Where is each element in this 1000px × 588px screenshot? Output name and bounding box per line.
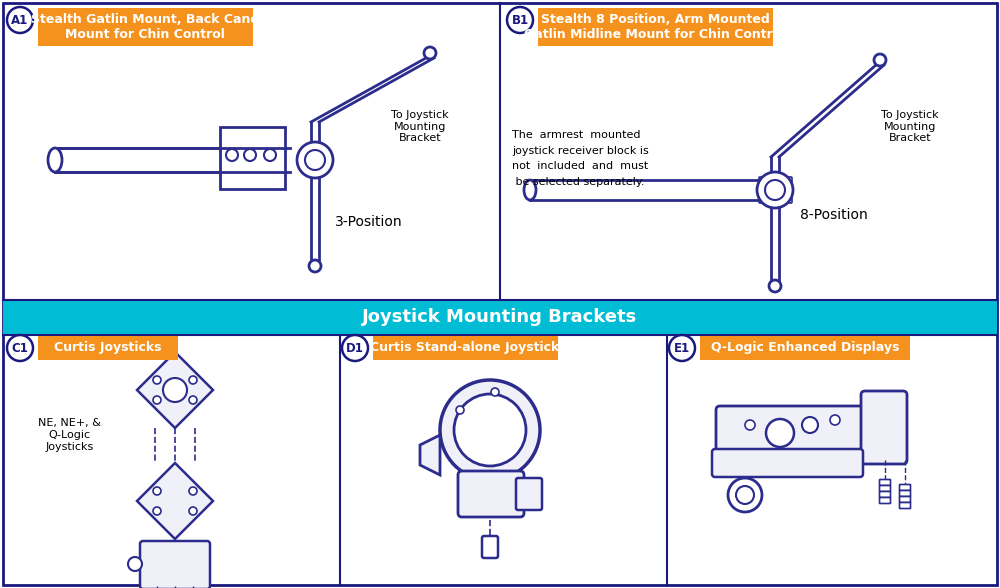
FancyBboxPatch shape: [140, 541, 210, 588]
FancyBboxPatch shape: [516, 478, 542, 510]
FancyBboxPatch shape: [712, 449, 863, 477]
FancyBboxPatch shape: [900, 485, 910, 490]
Circle shape: [736, 486, 754, 504]
FancyBboxPatch shape: [900, 490, 910, 496]
FancyBboxPatch shape: [861, 391, 907, 464]
FancyBboxPatch shape: [38, 8, 253, 46]
Circle shape: [189, 487, 197, 495]
Circle shape: [507, 7, 533, 33]
Circle shape: [728, 478, 762, 512]
Circle shape: [163, 378, 187, 402]
FancyBboxPatch shape: [880, 479, 891, 486]
Circle shape: [297, 142, 333, 178]
Circle shape: [153, 376, 161, 384]
Text: Stealth Gatlin Mount, Back Cane
Mount for Chin Control: Stealth Gatlin Mount, Back Cane Mount fo…: [31, 13, 259, 41]
Text: Q-Logic Enhanced Displays: Q-Logic Enhanced Displays: [711, 342, 899, 355]
Polygon shape: [137, 463, 213, 539]
FancyBboxPatch shape: [538, 8, 773, 46]
Circle shape: [830, 415, 840, 425]
Polygon shape: [420, 435, 440, 475]
FancyBboxPatch shape: [220, 127, 285, 189]
FancyBboxPatch shape: [38, 336, 178, 360]
Circle shape: [769, 280, 781, 292]
Circle shape: [874, 54, 886, 66]
Circle shape: [226, 149, 238, 161]
Text: B1: B1: [511, 14, 529, 26]
Circle shape: [342, 335, 368, 361]
FancyBboxPatch shape: [3, 3, 997, 585]
Text: Stealth 8 Position, Arm Mounted
Gatlin Midline Mount for Chin Control: Stealth 8 Position, Arm Mounted Gatlin M…: [524, 13, 786, 41]
Circle shape: [7, 7, 33, 33]
Circle shape: [491, 388, 499, 396]
FancyBboxPatch shape: [900, 496, 910, 503]
FancyBboxPatch shape: [482, 536, 498, 558]
FancyBboxPatch shape: [458, 471, 524, 517]
Text: 3-Position: 3-Position: [335, 215, 403, 229]
Circle shape: [669, 335, 695, 361]
FancyBboxPatch shape: [373, 336, 558, 360]
Text: 8-Position: 8-Position: [800, 208, 868, 222]
Circle shape: [264, 149, 276, 161]
Circle shape: [128, 557, 142, 571]
FancyBboxPatch shape: [880, 492, 891, 497]
Circle shape: [189, 396, 197, 404]
Circle shape: [189, 507, 197, 515]
Ellipse shape: [48, 148, 62, 172]
Text: Joystick Mounting Brackets: Joystick Mounting Brackets: [362, 308, 638, 326]
Circle shape: [440, 380, 540, 480]
FancyBboxPatch shape: [759, 177, 768, 203]
Circle shape: [153, 396, 161, 404]
Ellipse shape: [524, 180, 536, 200]
Circle shape: [802, 417, 818, 433]
Circle shape: [189, 376, 197, 384]
FancyBboxPatch shape: [716, 406, 869, 459]
Circle shape: [244, 149, 256, 161]
Circle shape: [745, 420, 755, 430]
Text: E1: E1: [674, 342, 690, 355]
Text: C1: C1: [12, 342, 28, 355]
Circle shape: [454, 394, 526, 466]
FancyBboxPatch shape: [880, 486, 891, 492]
Circle shape: [153, 487, 161, 495]
Circle shape: [153, 507, 161, 515]
Text: Curtis Stand-alone Joystick: Curtis Stand-alone Joystick: [370, 342, 560, 355]
Polygon shape: [137, 352, 213, 428]
Text: The  armrest  mounted
joystick receiver block is
not  included  and  must
 be se: The armrest mounted joystick receiver bl…: [512, 130, 649, 187]
FancyBboxPatch shape: [775, 177, 784, 203]
Text: To Joystick
Mounting
Bracket: To Joystick Mounting Bracket: [391, 110, 449, 143]
FancyBboxPatch shape: [783, 177, 792, 203]
FancyBboxPatch shape: [880, 497, 891, 503]
Circle shape: [765, 180, 785, 200]
Text: A1: A1: [11, 14, 29, 26]
Text: NE, NE+, &
Q-Logic
Joysticks: NE, NE+, & Q-Logic Joysticks: [38, 419, 101, 452]
Circle shape: [424, 47, 436, 59]
Circle shape: [757, 172, 793, 208]
FancyBboxPatch shape: [900, 503, 910, 509]
Circle shape: [309, 260, 321, 272]
FancyBboxPatch shape: [700, 336, 910, 360]
Text: To Joystick
Mounting
Bracket: To Joystick Mounting Bracket: [881, 110, 939, 143]
Circle shape: [766, 419, 794, 447]
Text: D1: D1: [346, 342, 364, 355]
Circle shape: [7, 335, 33, 361]
FancyBboxPatch shape: [3, 300, 997, 335]
Text: Curtis Joysticks: Curtis Joysticks: [54, 342, 162, 355]
Circle shape: [305, 150, 325, 170]
Circle shape: [456, 406, 464, 414]
FancyBboxPatch shape: [767, 177, 776, 203]
